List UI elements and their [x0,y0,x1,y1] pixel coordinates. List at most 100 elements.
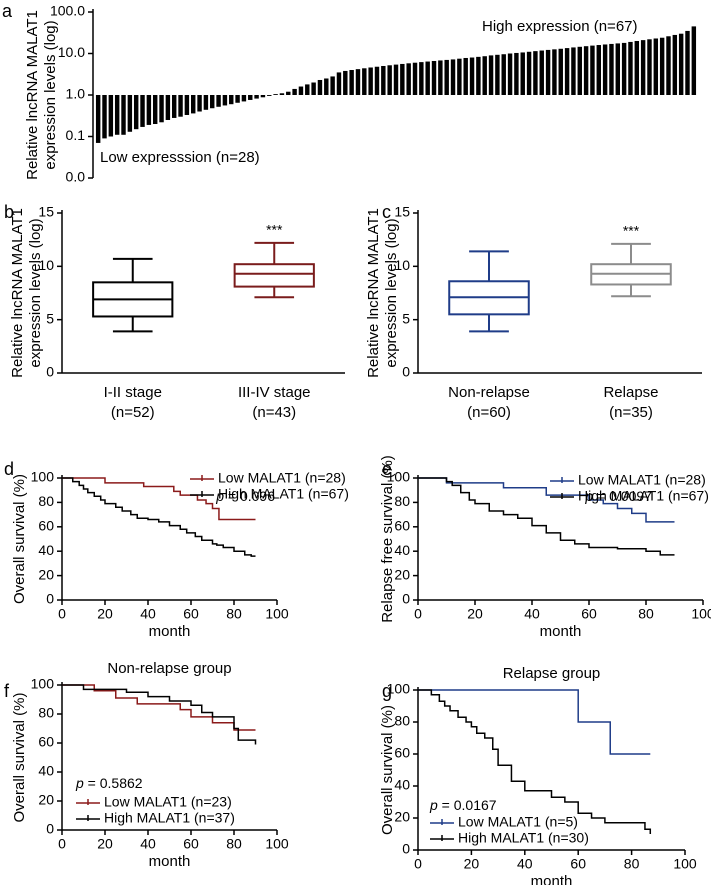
y-tick-label: 0 [46,821,54,837]
bar [412,62,418,95]
y-tick-label: 15 [394,204,410,220]
bar [609,43,614,95]
x-tick-label: 40 [524,606,540,622]
y-tick-label: 0.0 [66,169,86,185]
y-tick-label: 100 [31,676,55,692]
p-value: p = 0.096 [215,488,275,504]
bar [171,95,177,118]
bar [267,95,272,96]
bar [653,38,659,95]
bar [362,68,367,95]
bar [197,95,202,112]
chart-title: Relapse group [503,665,601,682]
bar [248,95,253,100]
x-tick-label: 100 [265,606,289,622]
x-tick-label: (n=43) [252,404,296,421]
bar [159,95,164,123]
x-tick-label: 20 [464,856,480,872]
survival-curve [62,477,256,557]
y-tick-label: 0 [46,591,54,607]
bar [273,94,278,95]
bar [678,33,684,95]
x-tick-label: 40 [140,836,156,852]
panel-label: b [4,202,14,222]
bar [488,55,494,95]
chart-title: Non-relapse group [107,660,231,677]
x-axis-label: month [149,853,191,870]
y-tick-label: 80 [394,713,410,729]
bar [558,48,563,95]
survival-curve [62,684,257,745]
x-tick-label: Relapse [603,384,658,401]
x-tick-label: 40 [140,606,156,622]
bar [501,54,506,95]
x-tick-label: (n=35) [609,404,653,421]
panel-label: f [4,681,10,701]
bar [425,61,430,95]
y-tick-label: 40 [394,542,410,558]
y-tick-label: 0 [46,364,54,380]
x-tick-label: Non-relapse [448,384,530,401]
survival-curve [418,689,652,834]
bar [324,78,329,95]
bar [374,66,380,95]
bar [311,82,316,95]
legend-label: Low MALAT1 (n=28) [218,470,346,486]
bar [330,76,335,95]
bar [343,70,348,95]
bar [95,95,101,143]
bar [533,51,538,95]
bar [444,59,449,95]
y-tick-label: 60 [394,745,410,761]
x-axis-label: month [540,623,582,640]
y-axis-label: expression levels (log) [27,218,44,367]
x-axis-label: month [531,873,573,885]
bar [672,34,678,95]
bar [102,95,107,139]
bar [621,42,627,95]
panel-label: e [382,459,392,479]
bar [336,72,342,95]
y-axis-label: expression levels (log) [42,20,59,169]
y-tick-label: 5 [46,310,54,326]
x-tick-label: 60 [183,606,199,622]
y-axis-label: Relative lncRNA MALAT1 [24,10,41,180]
x-tick-label: 20 [467,606,483,622]
y-tick-label: 10.0 [58,44,85,60]
box [233,263,315,288]
y-tick-label: 100.0 [50,3,85,19]
x-tick-label: 0 [414,606,422,622]
y-tick-label: 10 [394,257,410,273]
bar [666,36,671,95]
x-tick-label: 80 [226,606,242,622]
y-axis-label: Relative lncRNA MALAT1 [9,208,26,378]
x-tick-label: 0 [414,856,422,872]
p-value-part: = 0.5862 [84,775,143,791]
x-tick-label: 20 [97,836,113,852]
annotation: High expression (n=67) [482,18,638,35]
bar [520,52,525,95]
bar [685,30,690,96]
y-axis-label: Relapse free survival (%) [379,455,396,623]
y-axis-label: expression levels (log) [383,218,400,367]
bar [114,95,120,135]
y-tick-label: 80 [38,493,54,509]
bar [127,95,133,132]
x-tick-label: (n=52) [111,404,155,421]
significance: *** [266,222,283,238]
bar [634,41,640,95]
bar [507,53,513,95]
y-tick-label: 0 [402,591,410,607]
bar [235,95,240,103]
y-tick-label: 0.1 [66,127,86,143]
bar [571,47,576,95]
bar [640,40,646,95]
x-tick-label: I-II stage [104,384,162,401]
bar [590,45,595,95]
p-value-part: p [429,797,438,813]
bar [279,93,285,95]
bar [165,95,171,120]
p-value-part: = 0.0097 [593,488,652,504]
x-tick-label: 60 [570,856,586,872]
significance: *** [623,223,640,239]
